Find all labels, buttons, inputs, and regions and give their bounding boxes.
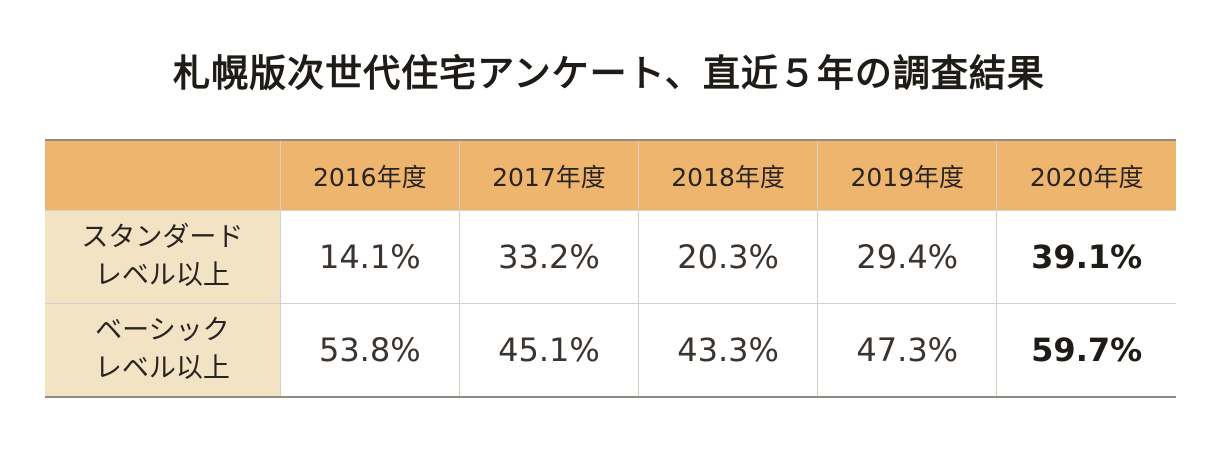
- row-label-line2: レベル以上: [94, 353, 230, 384]
- cell-standard-2016: 14.1%: [279, 210, 460, 304]
- row-label-basic: ベーシック レベル以上: [45, 303, 281, 397]
- page-title: 札幌版次世代住宅アンケート、直近５年の調査結果: [173, 52, 1045, 95]
- survey-results-table: 2016年度 2017年度 2018年度 2019年度 2020年度 スタンダー…: [45, 139, 1176, 398]
- cell-basic-2020: 59.7%: [996, 303, 1176, 397]
- cell-standard-2020: 39.1%: [996, 210, 1176, 304]
- row-label-standard: スタンダード レベル以上: [45, 210, 281, 304]
- row-label-line1: スタンダード: [81, 222, 244, 253]
- header-year-2020: 2020年度: [996, 140, 1176, 211]
- cell-basic-2018: 43.3%: [638, 303, 818, 397]
- row-label-line2: レベル以上: [94, 260, 230, 291]
- table-row-standard: スタンダード レベル以上 14.1% 33.2% 20.3% 29.4% 39.…: [45, 210, 1176, 304]
- cell-basic-2017: 45.1%: [458, 303, 639, 397]
- header-year-2019: 2019年度: [817, 140, 997, 211]
- cell-standard-2017: 33.2%: [458, 210, 639, 304]
- header-corner-cell: [45, 140, 281, 211]
- cell-standard-2019: 29.4%: [817, 210, 997, 304]
- table-row-basic: ベーシック レベル以上 53.8% 45.1% 43.3% 47.3% 59.7…: [45, 303, 1176, 397]
- cell-basic-2019: 47.3%: [817, 303, 997, 397]
- header-year-2018: 2018年度: [638, 140, 818, 211]
- header-year-2016: 2016年度: [279, 140, 460, 211]
- cell-standard-2018: 20.3%: [638, 210, 818, 304]
- row-label-line1: ベーシック: [95, 315, 230, 346]
- table-header-row: 2016年度 2017年度 2018年度 2019年度 2020年度: [45, 140, 1176, 211]
- cell-basic-2016: 53.8%: [279, 303, 460, 397]
- header-year-2017: 2017年度: [458, 140, 639, 211]
